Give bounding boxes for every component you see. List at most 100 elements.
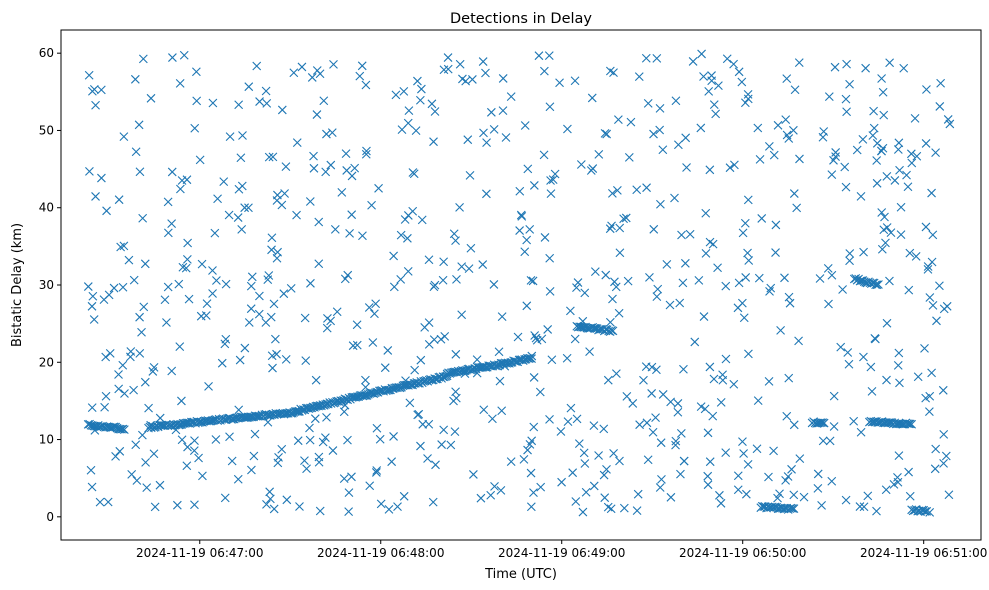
detection-point bbox=[410, 365, 420, 375]
detection-point bbox=[709, 374, 719, 384]
x-tick-label: 2024-11-19 06:47:00 bbox=[136, 546, 263, 560]
detection-point bbox=[494, 347, 504, 357]
detection-point bbox=[741, 273, 751, 282]
detection-point bbox=[332, 307, 342, 317]
detection-point bbox=[753, 396, 763, 406]
detection-point bbox=[347, 210, 357, 220]
detection-point bbox=[429, 137, 438, 147]
detection-point bbox=[267, 351, 277, 361]
detection-point bbox=[928, 301, 938, 310]
detection-point bbox=[718, 370, 727, 380]
detection-point bbox=[149, 449, 159, 459]
detection-point bbox=[708, 411, 718, 421]
detection-point bbox=[578, 507, 588, 517]
detection-point bbox=[486, 490, 496, 500]
detection-point bbox=[733, 485, 743, 495]
detection-point bbox=[545, 253, 555, 263]
detection-point bbox=[240, 343, 250, 353]
detection-point bbox=[328, 446, 338, 455]
detection-point bbox=[671, 440, 680, 450]
detection-point bbox=[906, 149, 916, 159]
detection-point bbox=[196, 311, 206, 321]
detection-point bbox=[105, 348, 115, 358]
detection-point bbox=[365, 481, 375, 491]
detection-point bbox=[399, 87, 409, 96]
detection-point bbox=[893, 477, 903, 487]
detection-point bbox=[103, 497, 113, 507]
detection-point bbox=[273, 247, 282, 257]
detection-point bbox=[721, 448, 731, 458]
detection-point bbox=[141, 457, 150, 467]
detection-point bbox=[322, 413, 331, 422]
detection-point bbox=[652, 292, 662, 301]
detection-point bbox=[713, 263, 722, 273]
detection-point bbox=[555, 78, 564, 88]
detection-point bbox=[882, 375, 891, 385]
detection-point bbox=[347, 472, 356, 482]
detection-point bbox=[894, 348, 904, 358]
detection-point bbox=[321, 167, 331, 177]
detection-point bbox=[155, 413, 165, 423]
detection-point bbox=[182, 461, 192, 471]
detection-point bbox=[523, 353, 532, 363]
detection-point bbox=[688, 57, 698, 66]
detection-point bbox=[528, 276, 538, 286]
detection-point bbox=[217, 358, 227, 368]
detection-point bbox=[931, 148, 940, 158]
detection-point bbox=[443, 53, 453, 62]
detection-point bbox=[268, 363, 277, 373]
detection-point bbox=[408, 206, 418, 216]
y-tick-label: 30 bbox=[39, 278, 54, 292]
detection-point bbox=[137, 327, 146, 337]
detection-point bbox=[458, 74, 467, 84]
detection-point bbox=[404, 106, 414, 116]
detection-point bbox=[858, 135, 868, 144]
detection-point bbox=[312, 110, 322, 119]
detection-point bbox=[716, 397, 726, 407]
detection-point bbox=[608, 294, 617, 304]
y-tick-label: 10 bbox=[39, 433, 54, 447]
detection-point bbox=[574, 439, 584, 448]
detection-point bbox=[877, 208, 887, 217]
detection-point bbox=[645, 273, 654, 282]
detection-point bbox=[172, 500, 182, 510]
detection-point bbox=[506, 92, 516, 101]
detection-point bbox=[399, 491, 409, 501]
detection-point bbox=[482, 189, 491, 199]
detection-point bbox=[314, 259, 324, 269]
detection-point bbox=[146, 420, 156, 430]
detection-point bbox=[868, 131, 878, 140]
detection-point bbox=[506, 457, 516, 467]
detection-point bbox=[831, 148, 841, 157]
detection-point bbox=[101, 352, 111, 362]
detection-point bbox=[545, 414, 554, 424]
detection-point bbox=[589, 481, 599, 491]
detection-point bbox=[641, 53, 651, 63]
detection-point bbox=[529, 488, 538, 498]
detection-point bbox=[315, 401, 325, 410]
detection-point bbox=[272, 196, 282, 205]
detection-point bbox=[882, 223, 892, 232]
detection-point bbox=[380, 363, 390, 373]
detection-point bbox=[213, 194, 222, 204]
detection-point bbox=[701, 248, 711, 258]
detection-point bbox=[340, 400, 350, 410]
detection-point bbox=[515, 186, 525, 196]
detection-point bbox=[440, 332, 450, 341]
detection-point bbox=[246, 304, 256, 314]
detection-point bbox=[208, 266, 217, 275]
detection-point bbox=[118, 282, 128, 292]
detection-point bbox=[938, 385, 948, 395]
detection-point bbox=[874, 280, 883, 289]
detection-point bbox=[775, 489, 784, 499]
detection-point bbox=[769, 150, 779, 160]
detection-point bbox=[895, 165, 904, 175]
detection-point bbox=[238, 131, 247, 140]
detection-point bbox=[705, 237, 715, 247]
detection-point bbox=[612, 369, 621, 378]
detection-point bbox=[469, 470, 478, 479]
detection-point bbox=[886, 228, 896, 238]
detection-point bbox=[89, 85, 99, 94]
detection-point bbox=[320, 433, 330, 443]
detection-point bbox=[792, 203, 802, 213]
